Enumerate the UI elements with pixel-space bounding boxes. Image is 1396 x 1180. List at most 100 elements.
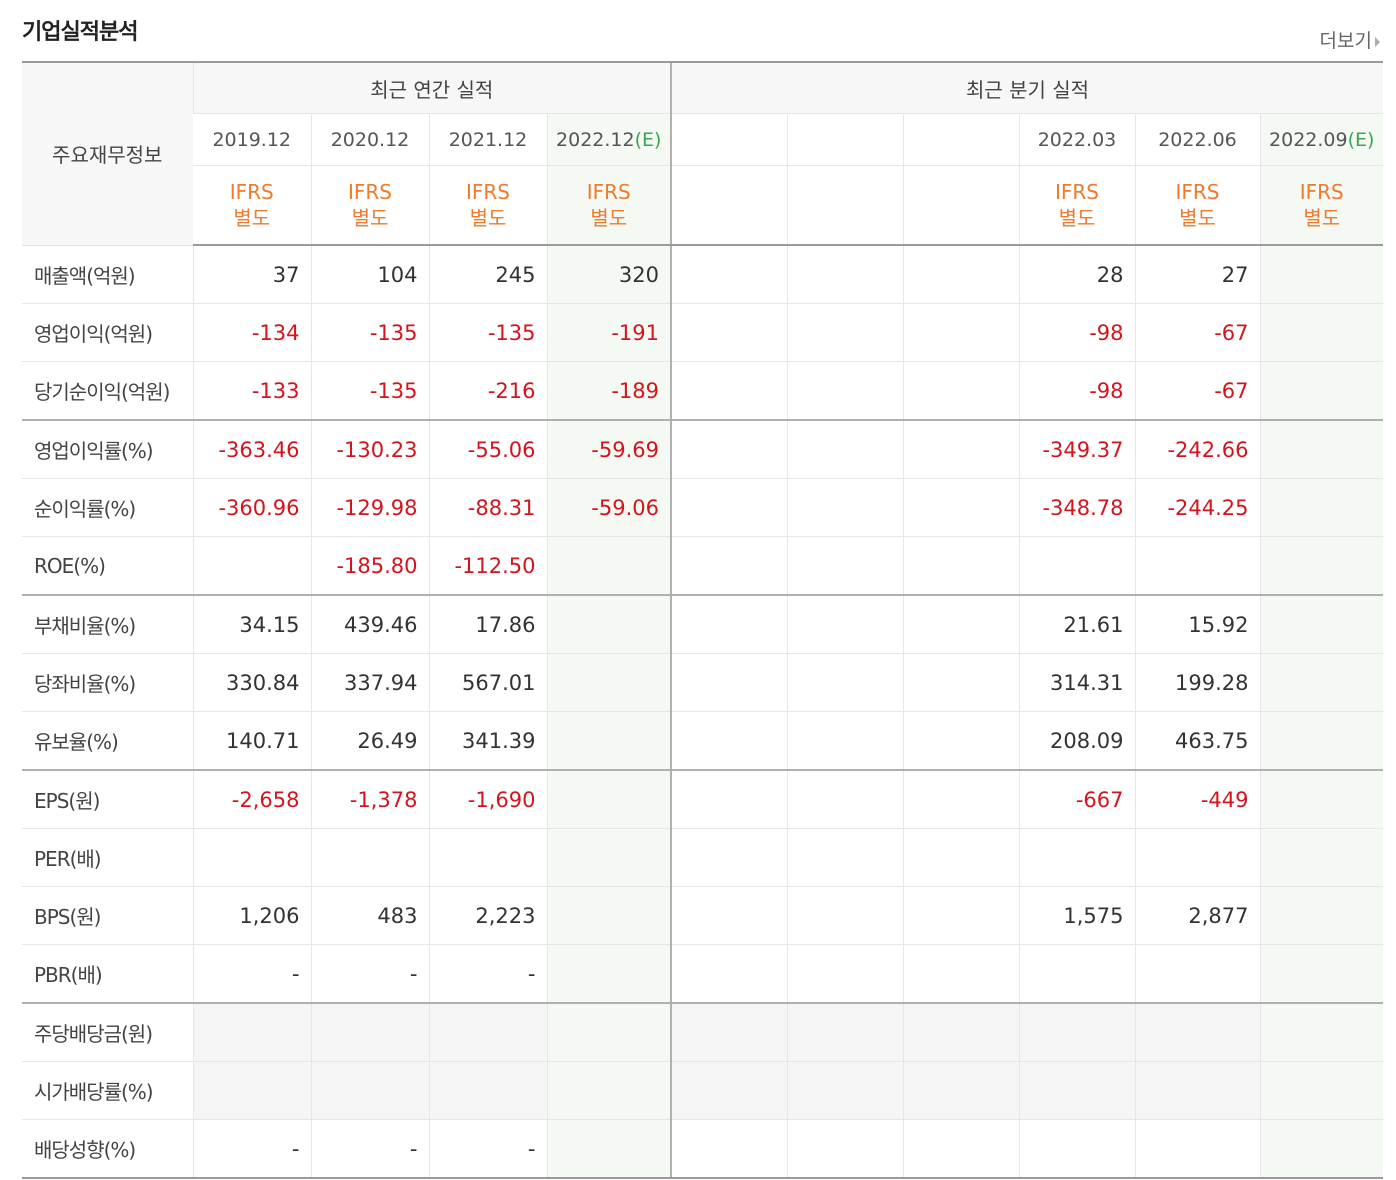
quarter-value: 199.28	[1134, 653, 1260, 712]
quarter-value: 463.75	[1134, 711, 1260, 771]
more-link[interactable]: 더보기	[1320, 26, 1380, 53]
ifrs-type: 별도	[590, 206, 628, 230]
row-label: 당좌비율(%)	[22, 653, 193, 712]
annual-value: 140.71	[192, 711, 311, 771]
annual-value	[546, 653, 671, 712]
annual-date-1: 2020.12	[310, 113, 429, 166]
quarter-value	[902, 595, 1019, 654]
quarter-value: -98	[1018, 361, 1135, 421]
annual-value	[546, 886, 671, 945]
quarter-value	[786, 1061, 903, 1120]
annual-value: -135	[310, 303, 429, 362]
annual-value: -55.06	[428, 420, 547, 479]
quarter-value	[670, 361, 787, 421]
row-label: 순이익률(%)	[22, 478, 193, 537]
quarter-date-text: 2022.03	[1037, 128, 1117, 151]
quarter-value	[670, 1119, 787, 1179]
ifrs-label: IFRS	[586, 180, 631, 204]
table-row: 배당성향(%) - - -	[22, 1119, 1383, 1179]
annual-value: -216	[428, 361, 547, 421]
ifrs-type: 별도	[1179, 206, 1216, 230]
quarter-value: -242.66	[1134, 420, 1260, 479]
quarter-value	[1259, 420, 1383, 479]
quarter-value	[786, 944, 903, 1004]
row-label: 유보율(%)	[22, 711, 193, 771]
quarter-value	[1018, 1003, 1135, 1062]
annual-value: -130.23	[310, 420, 429, 479]
table-row: 순이익률(%) -360.96 -129.98 -88.31 -59.06 -348.78…	[22, 478, 1383, 537]
annual-value: 483	[310, 886, 429, 945]
quarter-value: 28	[1018, 245, 1135, 304]
annual-value: 567.01	[428, 653, 547, 712]
quarter-ifrs-0	[670, 165, 787, 246]
ifrs-type: 별도	[351, 206, 389, 230]
annual-value: 330.84	[192, 653, 311, 712]
quarter-value	[902, 478, 1019, 537]
annual-value	[546, 828, 671, 887]
quarter-value	[1134, 1061, 1260, 1120]
quarter-ifrs-1	[786, 165, 903, 246]
table-row: BPS(원) 1,206 483 2,223 1,575 2,877	[22, 886, 1383, 945]
quarter-value	[786, 1003, 903, 1062]
annual-value: 2,223	[428, 886, 547, 945]
quarter-value	[902, 245, 1019, 304]
annual-value: -133	[192, 361, 311, 421]
quarter-value	[902, 944, 1019, 1004]
annual-value: -185.80	[310, 536, 429, 596]
quarter-value: -98	[1018, 303, 1135, 362]
quarter-value: -244.25	[1134, 478, 1260, 537]
annual-ifrs-0: IFRS 별도	[193, 165, 311, 246]
annual-value: 341.39	[428, 711, 547, 771]
quarter-value	[1259, 886, 1383, 945]
quarter-value	[1018, 1119, 1135, 1179]
annual-value: 17.86	[428, 595, 547, 654]
quarter-value	[1259, 770, 1383, 829]
quarter-value	[902, 420, 1019, 479]
quarter-date-0	[670, 113, 787, 166]
annual-value	[192, 1061, 311, 1120]
quarter-date-1	[786, 113, 903, 166]
table-row: ROE(%) -185.80 -112.50	[22, 536, 1383, 596]
quarter-value	[786, 361, 903, 421]
quarter-value	[786, 886, 903, 945]
table-row: EPS(원) -2,658 -1,378 -1,690 -667 -449	[22, 770, 1383, 829]
annual-value	[546, 536, 671, 596]
ifrs-type: 별도	[1058, 206, 1096, 230]
quarter-value	[786, 1119, 903, 1179]
annual-value	[310, 828, 429, 887]
row-label: ROE(%)	[22, 536, 193, 596]
annual-value: -	[428, 1119, 547, 1179]
annual-ifrs-3: IFRS 별도	[546, 165, 671, 246]
quarter-value	[670, 245, 787, 304]
annual-value: -59.69	[546, 420, 671, 479]
quarter-value	[670, 944, 787, 1004]
annual-date-text: 2022.12	[556, 128, 635, 151]
quarter-value: 21.61	[1018, 595, 1135, 654]
quarter-value	[1259, 536, 1383, 596]
annual-value	[192, 536, 311, 596]
quarter-value	[670, 770, 787, 829]
quarter-date-text: 2022.09	[1269, 128, 1348, 151]
quarter-value: 208.09	[1018, 711, 1135, 771]
quarter-value	[670, 711, 787, 771]
annual-value	[428, 1003, 547, 1062]
table-row: PER(배)	[22, 828, 1383, 887]
annual-value	[546, 1119, 671, 1179]
table-row: 부채비율(%) 34.15 439.46 17.86 21.61 15.92	[22, 595, 1383, 654]
annual-ifrs-1: IFRS 별도	[310, 165, 429, 246]
quarter-value	[1018, 1061, 1135, 1120]
quarter-ifrs-3: IFRS 별도	[1018, 165, 1135, 246]
annual-value: -2,658	[192, 770, 311, 829]
quarter-value	[1259, 245, 1383, 304]
quarter-value	[1259, 478, 1383, 537]
annual-value	[546, 711, 671, 771]
quarter-value	[902, 303, 1019, 362]
annual-value	[546, 944, 671, 1004]
table-row: 영업이익률(%) -363.46 -130.23 -55.06 -59.69 -349.3…	[22, 420, 1383, 479]
quarter-ifrs-2	[902, 165, 1019, 246]
row-label: PER(배)	[22, 828, 193, 887]
annual-value: -	[428, 944, 547, 1004]
quarter-value	[670, 478, 787, 537]
annual-ifrs-2: IFRS 별도	[428, 165, 547, 246]
quarter-value	[1259, 303, 1383, 362]
